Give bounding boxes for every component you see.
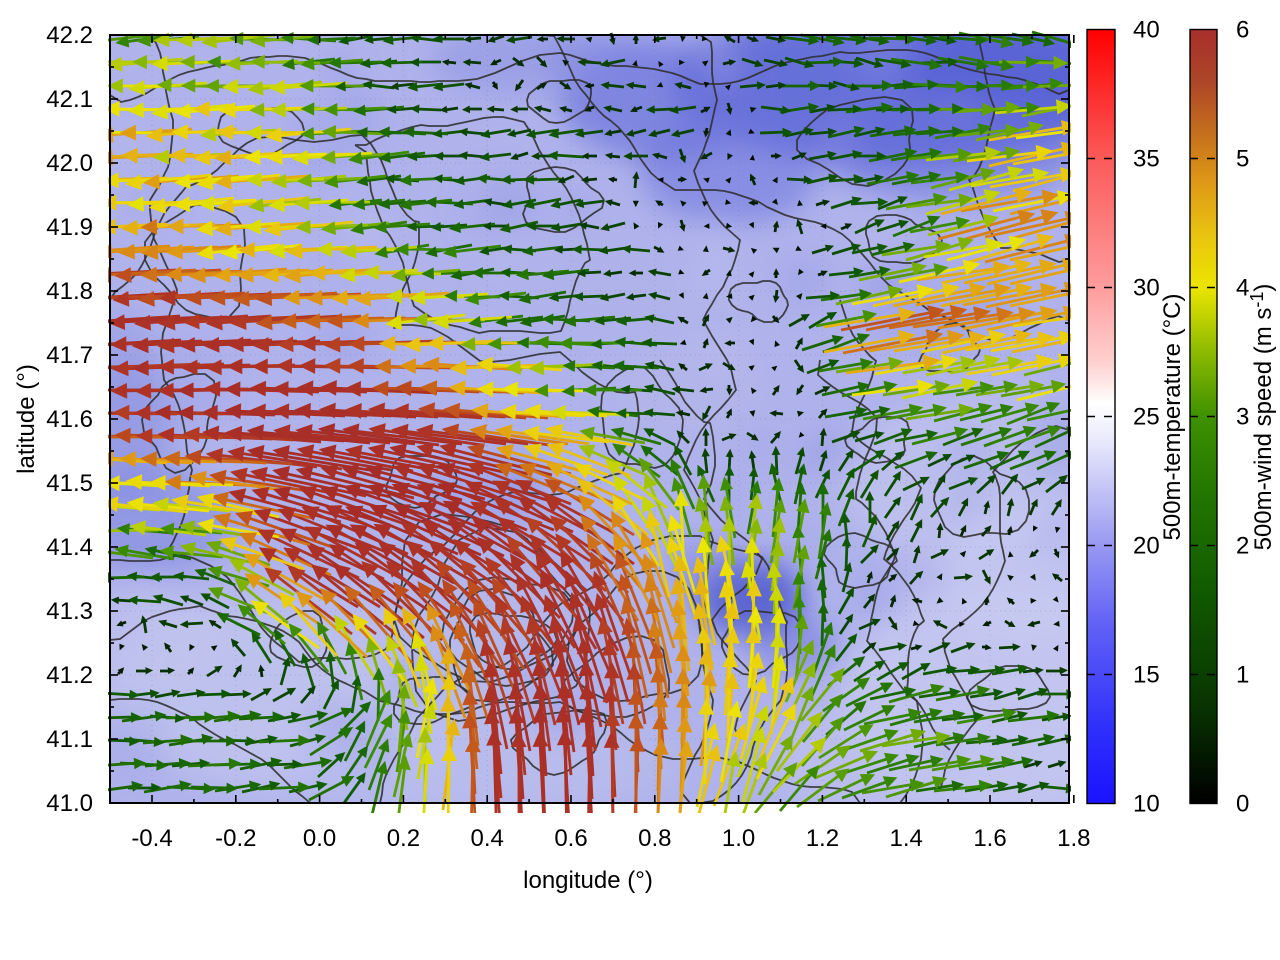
svg-text:41.6: 41.6 (46, 406, 93, 433)
svg-text:41.3: 41.3 (46, 598, 93, 625)
svg-text:1.8: 1.8 (1057, 825, 1090, 852)
svg-text:41.5: 41.5 (46, 470, 93, 497)
svg-text:6: 6 (1236, 17, 1249, 44)
svg-text:1: 1 (1236, 662, 1249, 689)
svg-text:0.2: 0.2 (387, 825, 420, 852)
svg-text:41.4: 41.4 (46, 534, 93, 561)
svg-text:3: 3 (1236, 404, 1249, 431)
svg-text:0.4: 0.4 (471, 825, 504, 852)
svg-text:41.7: 41.7 (46, 342, 93, 369)
svg-text:1.6: 1.6 (973, 825, 1006, 852)
svg-text:latitude (°): latitude (°) (13, 364, 40, 474)
svg-text:30: 30 (1133, 275, 1160, 302)
svg-text:0: 0 (1236, 791, 1249, 818)
svg-text:41.2: 41.2 (46, 662, 93, 689)
svg-text:25: 25 (1133, 404, 1160, 431)
svg-text:42.2: 42.2 (46, 22, 93, 49)
svg-text:41.0: 41.0 (46, 790, 93, 817)
svg-text:500m-wind speed (m s-1): 500m-wind speed (m s-1) (1247, 284, 1277, 551)
svg-text:0.0: 0.0 (303, 825, 336, 852)
svg-text:2: 2 (1236, 533, 1249, 560)
svg-text:1.4: 1.4 (890, 825, 923, 852)
svg-text:-0.4: -0.4 (131, 825, 172, 852)
svg-text:-0.2: -0.2 (215, 825, 256, 852)
svg-text:42.1: 42.1 (46, 86, 93, 113)
svg-text:1.0: 1.0 (722, 825, 755, 852)
svg-text:longitude (°): longitude (°) (523, 867, 653, 894)
svg-text:35: 35 (1133, 146, 1160, 173)
svg-text:4: 4 (1236, 275, 1249, 302)
svg-text:41.9: 41.9 (46, 214, 93, 241)
svg-text:15: 15 (1133, 662, 1160, 689)
svg-text:0.6: 0.6 (554, 825, 587, 852)
svg-text:500m-temperature (°C): 500m-temperature (°C) (1159, 293, 1186, 540)
svg-text:41.8: 41.8 (46, 278, 93, 305)
svg-text:5: 5 (1236, 146, 1249, 173)
svg-text:40: 40 (1133, 17, 1160, 44)
svg-text:10: 10 (1133, 791, 1160, 818)
svg-text:0.8: 0.8 (638, 825, 671, 852)
svg-text:42.0: 42.0 (46, 150, 93, 177)
svg-text:1.2: 1.2 (806, 825, 839, 852)
svg-text:41.1: 41.1 (46, 726, 93, 753)
svg-text:20: 20 (1133, 533, 1160, 560)
